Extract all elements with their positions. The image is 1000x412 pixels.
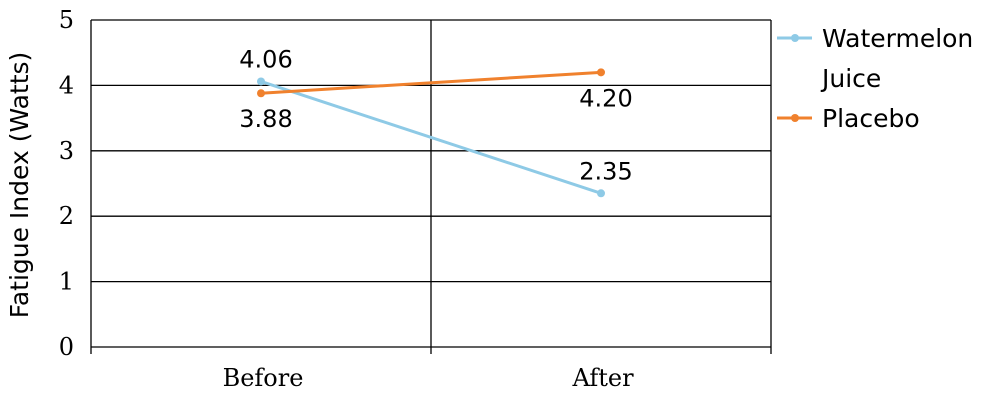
legend-label: Placebo — [822, 104, 920, 133]
data-label: 3.88 — [239, 105, 292, 133]
y-tick-label: 0 — [59, 333, 74, 361]
legend-label: Watermelon — [822, 24, 973, 53]
data-label: 4.20 — [579, 84, 632, 112]
x-tick-label: After — [571, 364, 634, 392]
series-group: 4.06 2.35 3.88 4.20 — [239, 45, 633, 198]
series-line — [260, 70, 602, 95]
legend-label: Juice — [820, 64, 881, 93]
y-tick-label: 4 — [59, 71, 74, 99]
y-tick-label: 1 — [59, 268, 74, 296]
data-point — [597, 68, 605, 77]
y-tick-label: 5 — [59, 6, 74, 34]
data-point — [257, 89, 265, 98]
data-label: 4.06 — [239, 45, 292, 73]
y-axis-title: Fatigue Index (Watts) — [5, 52, 34, 319]
legend-marker — [791, 34, 799, 42]
y-tick-label: 3 — [59, 137, 74, 165]
y-axis-ticks: 0 1 2 3 4 5 — [59, 6, 74, 361]
x-axis-ticks: Before After — [223, 364, 635, 392]
legend: Watermelon Juice Placebo — [777, 24, 973, 133]
legend-marker — [791, 114, 799, 122]
series-line — [260, 80, 602, 195]
x-tick-label: Before — [223, 364, 304, 392]
y-tick-label: 2 — [59, 202, 74, 230]
data-point — [257, 77, 265, 86]
gridlines — [90, 19, 772, 354]
data-point — [597, 189, 605, 198]
data-label: 2.35 — [579, 157, 632, 185]
